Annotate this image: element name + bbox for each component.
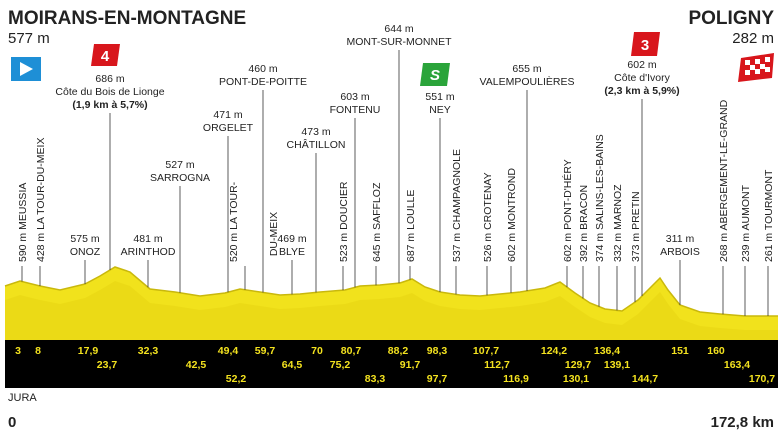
km-marker: 136,4 bbox=[594, 345, 620, 357]
km-marker: 139,1 bbox=[604, 359, 630, 371]
place-label: 603 m bbox=[340, 91, 369, 103]
place-label: 520 m LA TOUR- bbox=[228, 181, 240, 262]
place-label: (2,3 km à 5,9%) bbox=[604, 85, 679, 97]
place-label: 526 m CROTENAY bbox=[482, 172, 494, 262]
place-label: 523 m DOUCIER bbox=[338, 181, 350, 262]
km-marker: 144,7 bbox=[632, 373, 658, 385]
place-label: 644 m bbox=[384, 23, 413, 35]
place-label: 473 m bbox=[301, 126, 330, 138]
place-label: ARINTHOD bbox=[121, 246, 176, 258]
start-km: 0 bbox=[8, 414, 16, 431]
km-marker: 170,7 bbox=[749, 373, 775, 385]
place-label: 602 m PONT-D'HÉRY bbox=[561, 159, 574, 262]
km-marker: 75,2 bbox=[330, 359, 351, 371]
km-marker: 107,7 bbox=[473, 345, 499, 357]
km-marker: 32,3 bbox=[138, 345, 159, 357]
km-marker: 70 bbox=[311, 345, 323, 357]
place-label: BLYE bbox=[279, 246, 305, 258]
place-label: Côte du Bois de Lionge bbox=[55, 86, 164, 98]
place-label: PONT-DE-POITTE bbox=[219, 76, 307, 88]
place-label: MONT-SUR-MONNET bbox=[347, 36, 453, 48]
place-label: 686 m bbox=[95, 73, 124, 85]
km-marker: 23,7 bbox=[97, 359, 118, 371]
km-marker: 49,4 bbox=[218, 345, 239, 357]
place-label: 590 m MEUSSIA bbox=[17, 183, 29, 262]
km-marker: 112,7 bbox=[484, 359, 510, 371]
km-marker: 91,7 bbox=[400, 359, 421, 371]
km-marker: 129,7 bbox=[565, 359, 591, 371]
place-label: 469 m bbox=[277, 233, 306, 245]
km-marker: 116,9 bbox=[503, 373, 529, 385]
km-marker: 130,1 bbox=[563, 373, 589, 385]
km-marker: 97,7 bbox=[427, 373, 448, 385]
km-marker: 64,5 bbox=[282, 359, 303, 371]
badge-text: S bbox=[430, 67, 440, 84]
place-label: ARBOIS bbox=[660, 246, 700, 258]
km-marker: 80,7 bbox=[341, 345, 362, 357]
place-label: 311 m bbox=[666, 233, 695, 245]
km-marker: 160 bbox=[707, 345, 725, 357]
place-label: 460 m bbox=[248, 63, 277, 75]
km-marker: 83,3 bbox=[365, 373, 386, 385]
km-marker: 88,2 bbox=[388, 345, 409, 357]
km-marker: 124,2 bbox=[541, 345, 567, 357]
km-marker: 42,5 bbox=[186, 359, 207, 371]
finish-alt: 282 m bbox=[732, 30, 774, 47]
place-label: CHÂTILLON bbox=[287, 138, 346, 151]
place-label: 392 m BRACON bbox=[578, 185, 590, 262]
km-marker: 151 bbox=[671, 345, 689, 357]
place-label: 268 m ABERGEMENT-LE-GRAND bbox=[718, 99, 730, 262]
place-label: ONOZ bbox=[70, 246, 101, 258]
place-label: ORGELET bbox=[203, 122, 254, 134]
place-label: VALEMPOULIÈRES bbox=[480, 75, 575, 88]
place-label: DU-MEIX bbox=[268, 212, 280, 256]
place-label: 527 m bbox=[165, 159, 194, 171]
start-flag bbox=[11, 57, 41, 81]
km-marker: 59,7 bbox=[255, 345, 276, 357]
km-marker: 98,3 bbox=[427, 345, 448, 357]
place-label: 428 m LA TOUR-DU-MEIX bbox=[35, 138, 47, 262]
badge-text: 4 bbox=[101, 48, 110, 65]
km-marker: 3 bbox=[15, 345, 21, 357]
place-label: FONTENU bbox=[330, 104, 381, 116]
finish-flag bbox=[738, 53, 774, 82]
place-label: 239 m AUMONT bbox=[740, 184, 752, 262]
region: JURA bbox=[8, 392, 37, 404]
place-label: 575 m bbox=[70, 233, 99, 245]
terrain-shade bbox=[5, 281, 778, 340]
place-label: 655 m bbox=[512, 63, 541, 75]
place-label: 645 m SAFFLOZ bbox=[371, 182, 383, 262]
sprint-badge: S bbox=[420, 63, 450, 86]
place-label: 373 m PRETIN bbox=[630, 191, 642, 262]
terrain bbox=[4, 266, 778, 340]
start-alt: 577 m bbox=[8, 30, 50, 47]
start-town: MOIRANS-EN-MONTAGNE bbox=[8, 8, 246, 29]
km-marker: 8 bbox=[35, 345, 41, 357]
terrain-outline bbox=[4, 266, 778, 317]
place-label: 332 m MARNOZ bbox=[612, 184, 624, 262]
km-marker: 17,9 bbox=[78, 345, 99, 357]
climb-badge-3: 3 bbox=[631, 32, 660, 56]
climb-badge-4: 4 bbox=[91, 44, 120, 66]
total-distance: 172,8 km bbox=[711, 414, 774, 431]
place-label: SARROGNA bbox=[150, 172, 210, 184]
place-label: (1,9 km à 5,7%) bbox=[72, 99, 147, 111]
place-label: 537 m CHAMPAGNOLE bbox=[451, 149, 463, 262]
place-label: Côte d'Ivory bbox=[614, 72, 670, 84]
place-label: 374 m SALINS-LES-BAINS bbox=[594, 134, 606, 262]
place-label: 687 m LOULLE bbox=[405, 190, 417, 262]
place-label: NEY bbox=[429, 104, 451, 116]
place-label: 261 m TOURMONT bbox=[763, 169, 775, 262]
place-label: 551 m bbox=[425, 91, 454, 103]
place-label: 602 m bbox=[627, 59, 656, 71]
km-band bbox=[5, 340, 778, 388]
km-marker: 163,4 bbox=[724, 359, 750, 371]
badge-text: 3 bbox=[641, 37, 649, 54]
finish-town: POLIGNY bbox=[688, 8, 774, 29]
place-label: 471 m bbox=[213, 109, 242, 121]
km-marker: 52,2 bbox=[226, 373, 247, 385]
place-label: 602 m MONTROND bbox=[506, 168, 518, 262]
place-label: 481 m bbox=[133, 233, 162, 245]
